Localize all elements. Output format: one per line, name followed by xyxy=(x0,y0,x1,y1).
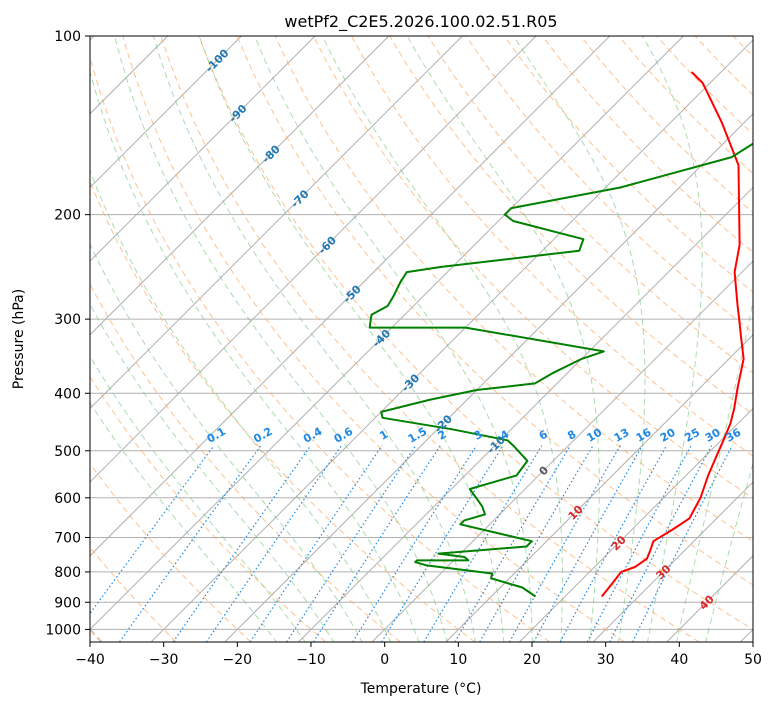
y-tick-label-200: 200 xyxy=(54,208,81,224)
isotherm-20 xyxy=(519,407,753,642)
isotherm--50 xyxy=(90,36,611,557)
x-tick-label--40: −40 xyxy=(75,652,105,668)
mixing-ratio-line-5 xyxy=(286,445,417,642)
moist-adiabat-12 xyxy=(152,36,477,642)
profile-series xyxy=(368,71,753,598)
y-tick-label-300: 300 xyxy=(54,312,81,328)
y-axis-ticks: 100 200 300 400 500 600 700 800 900 1000 xyxy=(45,29,90,638)
y-tick-label-900: 900 xyxy=(54,595,81,611)
isotherm--60 xyxy=(90,36,537,483)
mixing-ratio-lines xyxy=(90,445,733,642)
y-tick-label-700: 700 xyxy=(54,531,81,547)
y-tick-label-1000: 1000 xyxy=(45,622,81,638)
moist-adiabat-40 xyxy=(676,298,753,642)
x-tick-label--20: −20 xyxy=(223,652,253,668)
dry-adiabat--20 xyxy=(90,462,252,642)
mixing-ratio-line-2 xyxy=(172,445,312,642)
dry-adiabat-40 xyxy=(160,36,700,642)
dry-adiabat-80 xyxy=(312,36,753,499)
moist-adiabat-16 xyxy=(198,36,505,642)
mixing-ratio-line-1 xyxy=(119,445,262,642)
x-axis-label: Temperature (°C) xyxy=(360,681,482,697)
dry-adiabats xyxy=(90,36,753,642)
mixing-ratio-line-3 xyxy=(205,445,342,642)
dry-adiabat-130 xyxy=(503,36,753,293)
mixing-ratio-line-0 xyxy=(90,445,215,615)
moist-adiabat--16 xyxy=(90,401,278,642)
y-tick-label-800: 800 xyxy=(54,565,81,581)
dry-adiabat--10 xyxy=(90,375,326,642)
isotherm-30 xyxy=(592,481,753,642)
mixing-ratio-line-17 xyxy=(632,445,733,642)
dry-adiabat-30 xyxy=(122,36,625,642)
moist-adiabat-8 xyxy=(114,36,448,642)
isotherm--40 xyxy=(90,36,684,631)
dry-adiabat-70 xyxy=(274,36,753,542)
isotherm-0 xyxy=(371,260,753,642)
mixing-ratio-line-7 xyxy=(352,445,478,642)
x-tick-label--10: −10 xyxy=(296,652,326,668)
moist-adiabat--12 xyxy=(90,355,306,642)
isotherm--90 xyxy=(90,36,316,262)
moist-adiabat-44 xyxy=(705,461,753,642)
isotherm--70 xyxy=(90,36,463,410)
moist-adiabat-0 xyxy=(90,169,392,642)
y-tick-label-100: 100 xyxy=(54,29,81,45)
isotherm--30 xyxy=(150,39,753,642)
y-tick-label-400: 400 xyxy=(54,386,81,402)
moist-adiabat-36 xyxy=(642,36,703,642)
mixing-ratio-line-16 xyxy=(609,445,713,642)
mixing-ratio-line-6 xyxy=(312,445,441,642)
series-line-0 xyxy=(601,71,745,598)
isotherm--80 xyxy=(90,36,390,336)
y-tick-label-600: 600 xyxy=(54,491,81,507)
dry-adiabat-20 xyxy=(90,55,550,642)
skewed-isotherms xyxy=(90,36,753,642)
x-tick-label-30: 30 xyxy=(597,652,615,668)
mixing-ratio-line-4 xyxy=(249,445,383,642)
mixing-ratio-line-10 xyxy=(454,445,571,642)
plot-frame xyxy=(89,35,754,643)
y-axis-label: Pressure (hPa) xyxy=(11,289,27,389)
moist-adiabat-24 xyxy=(322,36,563,642)
y-tick-label-500: 500 xyxy=(54,444,81,460)
moist-adiabat-28 xyxy=(406,36,600,642)
mixing-ratio-line-9 xyxy=(423,445,543,642)
isotherm-10 xyxy=(445,334,753,642)
isotherm--100 xyxy=(90,36,242,189)
x-tick-label-50: 50 xyxy=(744,652,762,668)
mixing-ratio-line-8 xyxy=(381,445,504,642)
series-line-1 xyxy=(368,142,753,598)
x-tick-label-10: 10 xyxy=(449,652,467,668)
x-axis-ticks: −40 −30 −20 −10 0 10 20 30 40 50 xyxy=(75,642,762,668)
dry-adiabat-60 xyxy=(236,36,753,586)
x-tick-label-0: 0 xyxy=(380,652,389,668)
moist-adiabat-32 xyxy=(513,36,646,642)
x-tick-label-20: 20 xyxy=(523,652,541,668)
x-tick-label-40: 40 xyxy=(670,652,688,668)
moist-adiabat--8 xyxy=(90,303,335,642)
mixing-ratio-line-13 xyxy=(533,445,643,642)
chart-title: wetPf2_C2E5.2026.100.02.51.R05 xyxy=(284,12,557,32)
dry-adiabat-50 xyxy=(198,36,753,630)
moist-adiabat--4 xyxy=(90,242,363,642)
x-tick-label--30: −30 xyxy=(149,652,179,668)
moist-adiabat-4 xyxy=(90,69,420,642)
